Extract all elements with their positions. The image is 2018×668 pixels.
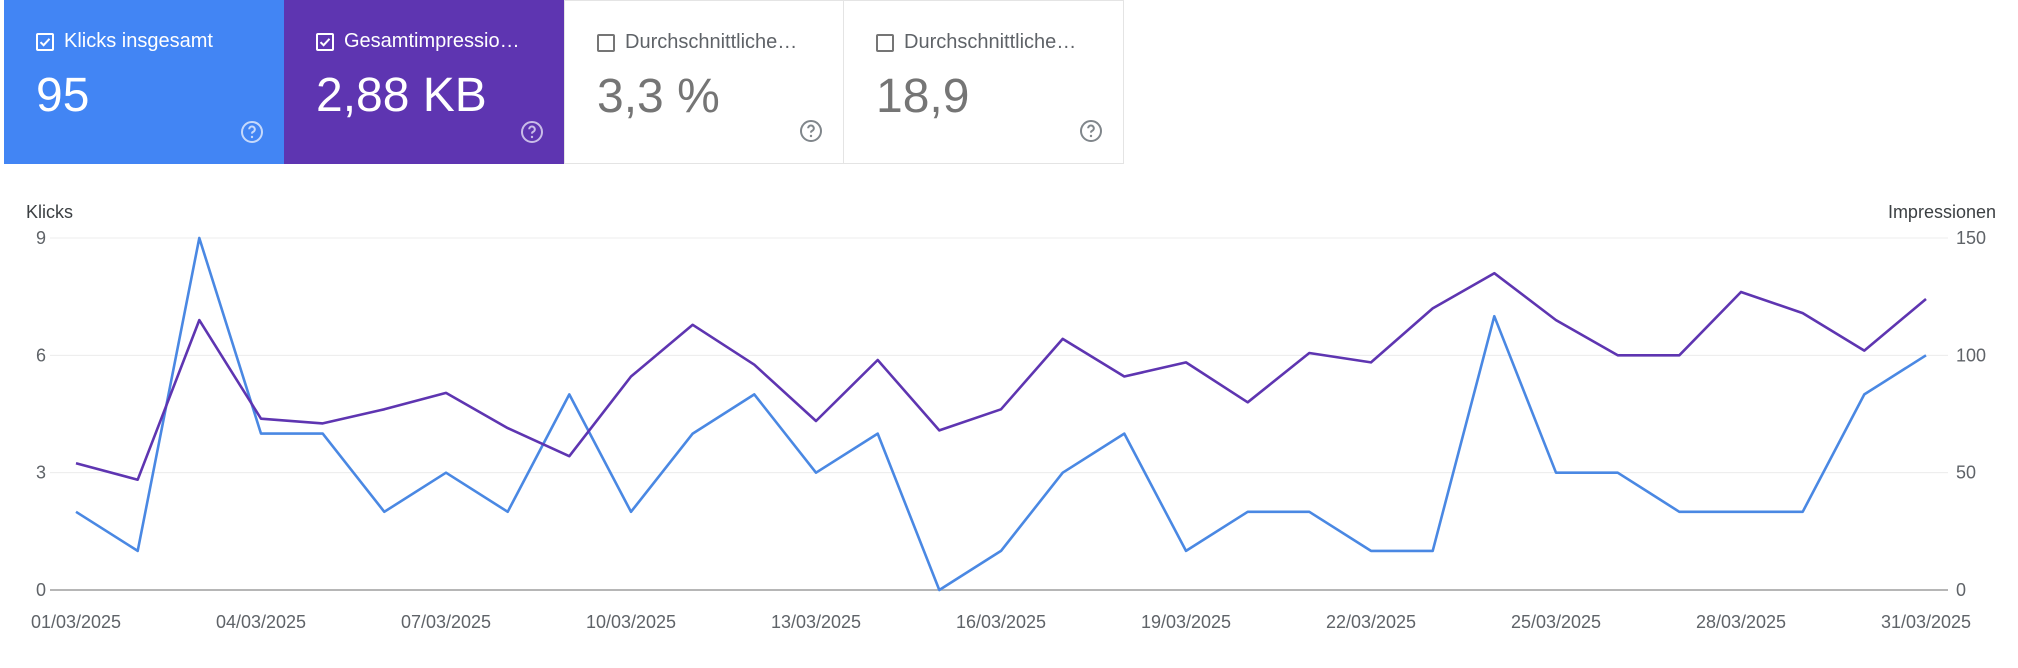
- card-value: 18,9: [876, 70, 970, 123]
- impressions-line: [75, 271, 1927, 482]
- help-icon[interactable]: [1079, 119, 1103, 143]
- right-axis-ticks: 0 50 100 150: [1956, 228, 1986, 600]
- x-axis-tick-label: 13/03/2025: [771, 612, 861, 632]
- right-axis-tick-label: 150: [1956, 228, 1986, 248]
- card-total-impressions[interactable]: Gesamtimpressio… 2,88 KB: [284, 0, 564, 164]
- left-axis-ticks: 0 3 6 9: [36, 228, 46, 600]
- x-axis-tick-label: 25/03/2025: [1511, 612, 1601, 632]
- clicks-line: [75, 236, 1927, 592]
- right-axis-tick-label: 50: [1956, 463, 1976, 483]
- grid-lines: [50, 237, 1948, 591]
- right-axis-tick-label: 100: [1956, 345, 1986, 365]
- x-axis-tick-label: 04/03/2025: [216, 612, 306, 632]
- left-axis-tick-label: 6: [36, 345, 46, 365]
- x-axis-tick-label: 10/03/2025: [586, 612, 676, 632]
- checkbox-unchecked-icon[interactable]: [876, 33, 894, 52]
- x-axis-ticks: 01/03/2025 04/03/2025 07/03/2025 10/03/2025…: [31, 612, 1971, 632]
- card-value: 2,88 KB: [316, 69, 487, 122]
- card-label: Durchschnittliche…: [625, 31, 798, 53]
- x-axis-tick-label: 28/03/2025: [1696, 612, 1786, 632]
- metric-cards: Klicks insgesamt 95 Gesamtimpressio… 2,8…: [4, 0, 1124, 164]
- x-axis-tick-label: 07/03/2025: [401, 612, 491, 632]
- card-value: 95: [36, 69, 90, 122]
- right-axis-title: Impressionen: [1888, 202, 1996, 222]
- left-axis-tick-label: 3: [36, 463, 46, 483]
- x-axis-tick-label: 22/03/2025: [1326, 612, 1416, 632]
- card-average-ctr[interactable]: Durchschnittliche… 3,3 %: [564, 0, 844, 164]
- checkbox-unchecked-icon[interactable]: [597, 33, 615, 52]
- card-average-position[interactable]: Durchschnittliche… 18,9: [844, 0, 1124, 164]
- card-label: Durchschnittliche…: [904, 31, 1077, 53]
- card-value: 3,3 %: [597, 70, 720, 123]
- card-label: Gesamtimpressio…: [344, 30, 520, 52]
- left-axis-tick-label: 9: [36, 228, 46, 248]
- checkbox-checked-icon[interactable]: [316, 32, 334, 51]
- left-axis-tick-label: 0: [36, 580, 46, 600]
- x-axis-tick-label: 19/03/2025: [1141, 612, 1231, 632]
- left-axis-title: Klicks: [26, 202, 73, 222]
- card-label: Klicks insgesamt: [64, 30, 213, 52]
- card-total-clicks[interactable]: Klicks insgesamt 95: [4, 0, 284, 164]
- x-axis-tick-label: 16/03/2025: [956, 612, 1046, 632]
- checkbox-checked-icon[interactable]: [36, 32, 54, 51]
- x-axis-tick-label: 31/03/2025: [1881, 612, 1971, 632]
- performance-chart: Klicks Impressionen 0 3 6 9 0 50 100 150 01/03…: [26, 202, 1996, 632]
- help-icon[interactable]: [799, 119, 823, 143]
- series-lines: [75, 236, 1927, 592]
- help-icon[interactable]: [240, 120, 264, 144]
- help-icon[interactable]: [520, 120, 544, 144]
- x-axis-tick-label: 01/03/2025: [31, 612, 121, 632]
- right-axis-tick-label: 0: [1956, 580, 1966, 600]
